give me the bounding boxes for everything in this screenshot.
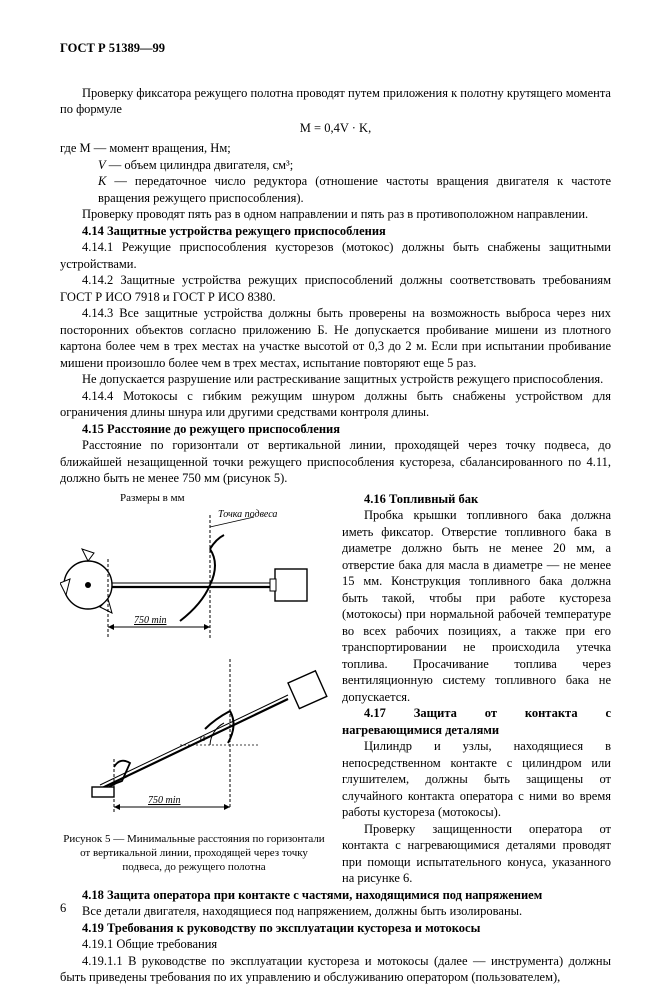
- heading: 4.17 Защита от контакта с нагревающимися…: [342, 705, 611, 738]
- paragraph: 4.14.4 Мотокосы с гибким режущим шнуром …: [60, 388, 611, 421]
- paragraph: 4.14.3 Все защитные устройства должны бы…: [60, 305, 611, 371]
- where-line: V — объем цилиндра двигателя, см³;: [60, 157, 611, 174]
- paragraph: Расстояние по горизонтали от вертикально…: [60, 437, 611, 487]
- paragraph: 4.14.2 Защитные устройства режущих присп…: [60, 272, 611, 305]
- heading-text: 4.14 Защитные устройства режущего приспо…: [82, 224, 386, 238]
- heading-text: 4.19 Требования к руководству по эксплуа…: [82, 921, 480, 935]
- paragraph: 4.14.1 Режущие приспособления кусторезов…: [60, 239, 611, 272]
- symbol: V: [98, 158, 106, 172]
- doc-header: ГОСТ Р 51389—99: [60, 40, 611, 57]
- figure-label: Точка подвеса: [218, 509, 277, 520]
- paragraph: Проверку защищенности оператора от конта…: [342, 821, 611, 887]
- where-line: где М — момент вращения, Нм;: [60, 140, 611, 157]
- paragraph: Проверку фиксатора режущего полотна пров…: [60, 85, 611, 118]
- page-number: 6: [60, 900, 66, 917]
- paragraph: 4.19.1 Общие требования: [60, 936, 611, 953]
- where-text: — объем цилиндра двигателя, см³;: [106, 158, 294, 172]
- heading-text: 4.17 Защита от контакта с нагревающимися…: [342, 706, 611, 737]
- heading-text: 4.15 Расстояние до режущего приспособлен…: [82, 422, 340, 436]
- where-block: где М — момент вращения, Нм; V — объем ц…: [60, 140, 611, 206]
- figure-dim: 750 min: [134, 615, 167, 626]
- figure-top-caption: Размеры в мм: [60, 491, 328, 506]
- where-line: К — передаточное число редуктора (отноше…: [60, 173, 611, 206]
- paragraph: Не допускается разрушение или растрескив…: [60, 371, 611, 388]
- paragraph: 4.19.1.1 В руководстве по эксплуатации к…: [60, 953, 611, 986]
- paragraph: Проверку проводят пять раз в одном напра…: [60, 206, 611, 223]
- heading-text: 4.18 Защита оператора при контакте с час…: [82, 888, 542, 902]
- paragraph: Все детали двигателя, находящиеся под на…: [60, 903, 611, 920]
- two-column-block: Размеры в мм Точка подвеса: [60, 491, 611, 887]
- figure: Точка подвеса: [60, 509, 328, 829]
- heading: 4.16 Топливный бак: [342, 491, 611, 508]
- right-text-column: 4.16 Топливный бак Пробка крышки топливн…: [342, 491, 611, 887]
- heading: 4.18 Защита оператора при контакте с час…: [60, 887, 611, 904]
- figure-bottom-caption: Рисунок 5 — Минимальные расстояния по го…: [60, 833, 328, 874]
- angle-symbol: α: [200, 733, 206, 744]
- figure-column: Размеры в мм Точка подвеса: [60, 491, 328, 887]
- heading: 4.15 Расстояние до режущего приспособлен…: [60, 421, 611, 438]
- paragraph: Цилиндр и узлы, находящиеся в непосредст…: [342, 738, 611, 821]
- page: ГОСТ Р 51389—99 Проверку фиксатора режущ…: [0, 0, 661, 936]
- paragraph: Пробка крышки топливного бака должна име…: [342, 507, 611, 705]
- formula: M = 0,4V · K,: [60, 120, 611, 137]
- heading: 4.19 Требования к руководству по эксплуа…: [60, 920, 611, 937]
- heading: 4.14 Защитные устройства режущего приспо…: [60, 223, 611, 240]
- figure-dim: 750 min: [148, 795, 181, 806]
- figure-svg: Точка подвеса: [60, 509, 328, 829]
- heading-text: 4.16 Топливный бак: [364, 492, 478, 506]
- where-text: — передаточное число редуктора (отношени…: [98, 174, 611, 205]
